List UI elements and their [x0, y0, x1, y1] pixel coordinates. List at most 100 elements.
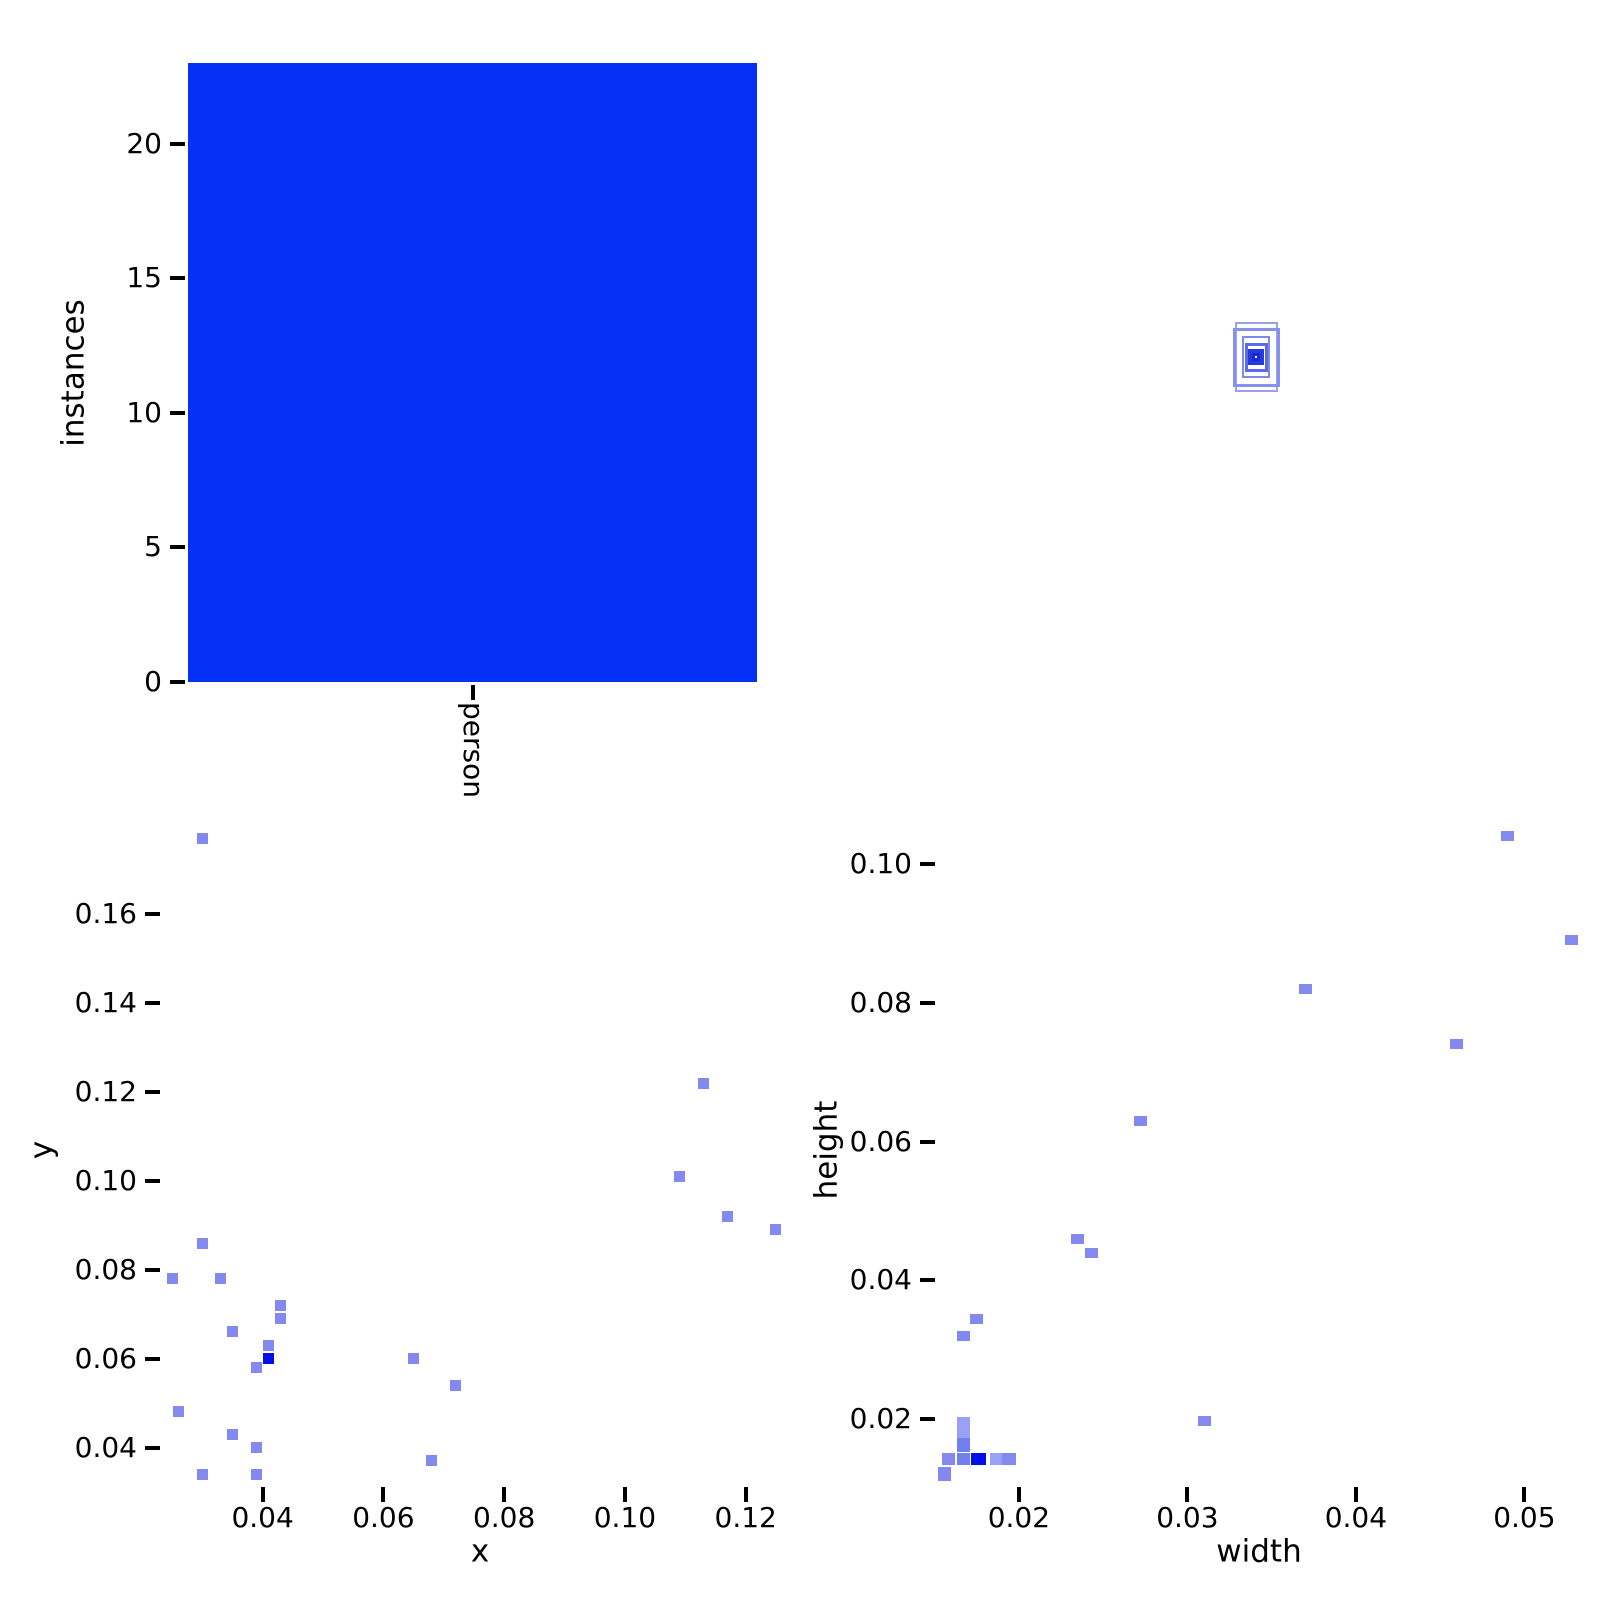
histogram-bin	[956, 1331, 970, 1342]
histogram-bin	[251, 1442, 263, 1454]
y-tick-mark	[145, 912, 160, 917]
histogram-bin	[408, 1353, 420, 1365]
x-axis-label: width	[1216, 1533, 1302, 1570]
histogram-bin	[673, 1170, 685, 1182]
histogram-bin	[1565, 935, 1579, 946]
x-tick-mark	[1185, 1487, 1190, 1502]
histogram-bin	[1501, 830, 1515, 841]
y-tick-mark	[145, 1089, 160, 1094]
y-tick-mark	[170, 141, 185, 146]
bounding-box-outline	[1248, 349, 1264, 365]
y-tick-mark	[920, 1139, 935, 1144]
y-tick-mark	[145, 1178, 160, 1183]
histogram-bin	[1298, 983, 1312, 994]
y-tick-label: 15	[126, 261, 162, 295]
x-tick-mark	[381, 1487, 386, 1502]
x-axis-label: x	[470, 1533, 490, 1570]
histogram-bin	[263, 1353, 275, 1365]
y-tick-label: 0.04	[74, 1430, 137, 1464]
histogram-bin	[970, 1452, 986, 1465]
x-tick-label: 0.12	[714, 1501, 777, 1534]
y-tick-mark	[145, 1001, 160, 1006]
y-tick-mark	[920, 861, 935, 866]
bar-person	[188, 63, 757, 682]
bounding-box-outline	[1244, 342, 1268, 372]
x-tick-label: 0.10	[593, 1501, 657, 1534]
histogram-bin	[196, 1468, 208, 1480]
x-tick-label: 0.08	[472, 1501, 536, 1534]
histogram-bin	[196, 1237, 208, 1249]
y-tick-label: 0.04	[849, 1263, 912, 1297]
y-tick-label: 5	[144, 530, 162, 564]
y-tick-label: 0.06	[849, 1124, 912, 1158]
y-tick-label: 0.08	[849, 985, 912, 1019]
y-tick-mark	[920, 1000, 935, 1005]
histogram-bin	[1450, 1039, 1464, 1050]
x-tick-mark	[260, 1487, 265, 1502]
histogram-bin	[970, 1313, 984, 1324]
y-axis-label: height	[808, 1100, 845, 1199]
y-tick-mark	[920, 1278, 935, 1283]
histogram-bin	[251, 1468, 263, 1480]
y-tick-label: 0.14	[74, 986, 137, 1020]
bounding-box-outline	[1242, 336, 1270, 378]
histogram-bin	[1084, 1247, 1098, 1258]
histogram-bin	[770, 1224, 782, 1236]
y-tick-mark	[170, 680, 185, 684]
x-tick-mark	[502, 1487, 507, 1502]
histogram-bin	[1071, 1233, 1085, 1244]
y-tick-mark	[145, 1356, 160, 1361]
bounding-box-outline	[1252, 353, 1260, 361]
histogram-bin	[1001, 1452, 1016, 1465]
x-tick-label: 0.03	[1156, 1501, 1219, 1534]
y-tick-mark	[145, 1445, 160, 1450]
y-tick-mark	[170, 276, 185, 281]
histogram-bin	[275, 1313, 287, 1325]
histogram-bin	[1133, 1115, 1147, 1126]
x-tick-mark	[1353, 1487, 1358, 1502]
x-tick-label: 0.04	[231, 1501, 294, 1534]
x-tick-label: 0.06	[352, 1501, 415, 1534]
y-tick-label: 0.12	[74, 1074, 137, 1108]
y-tick-label: 20	[126, 126, 162, 160]
histogram-bin	[697, 1077, 709, 1089]
x-tick-label: 0.05	[1493, 1501, 1556, 1534]
histogram-bin	[251, 1362, 263, 1374]
histogram-bin	[214, 1273, 226, 1285]
y-tick-mark	[145, 1267, 160, 1272]
y-tick-label: 0.16	[74, 897, 137, 931]
y-tick-mark	[920, 1417, 935, 1422]
x-tick-mark	[622, 1487, 627, 1502]
histogram-bin	[941, 1452, 955, 1465]
histogram-bin	[1197, 1416, 1211, 1427]
histogram-bin	[275, 1299, 287, 1311]
y-tick-label: 0.10	[849, 846, 912, 880]
histogram-bin	[938, 1466, 952, 1481]
x-tick-mark	[1522, 1487, 1527, 1502]
histogram-bin	[226, 1428, 238, 1440]
histogram-bin	[722, 1210, 734, 1222]
histogram-bin	[989, 1452, 1004, 1465]
x-tick-mark	[743, 1487, 748, 1502]
histogram-bin	[166, 1273, 178, 1285]
histogram-bin	[196, 833, 208, 845]
x-tick-mark	[1016, 1487, 1021, 1502]
y-tick-label: 0.02	[849, 1402, 912, 1436]
y-tick-label: 0.06	[74, 1341, 137, 1375]
histogram-bin	[956, 1438, 970, 1453]
y-tick-mark	[170, 410, 185, 415]
y-tick-label: 10	[126, 395, 162, 429]
y-tick-mark	[170, 545, 185, 550]
histogram-bin	[956, 1452, 970, 1465]
histogram-bin	[172, 1406, 184, 1418]
y-tick-label: 0.10	[74, 1163, 137, 1197]
y-tick-label: 0	[144, 665, 162, 698]
x-tick-label: 0.02	[987, 1501, 1051, 1534]
histogram-bin	[263, 1339, 275, 1351]
histogram-bin	[226, 1326, 238, 1338]
